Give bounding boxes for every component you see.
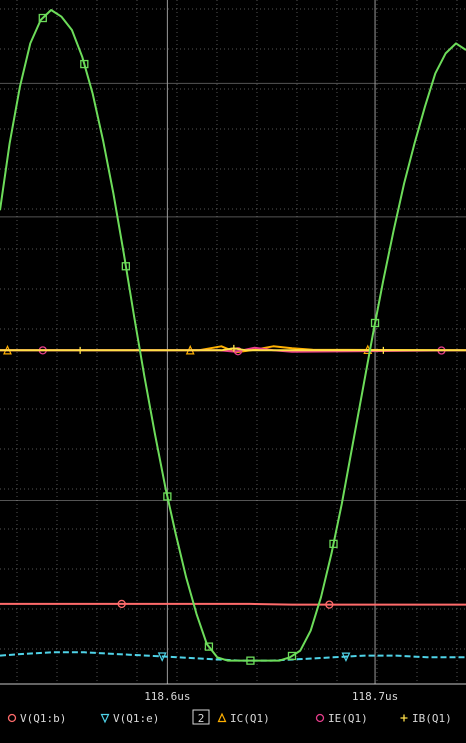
series-marker — [38, 13, 47, 23]
grid-dots — [0, 0, 466, 684]
series-marker — [246, 656, 255, 665]
legend-marker — [217, 712, 227, 723]
legend-label: V(Q1:e) — [113, 712, 159, 725]
legend-marker — [315, 713, 325, 723]
series-marker — [341, 652, 351, 663]
series-marker — [204, 642, 214, 651]
legend-label: IE(Q1) — [328, 712, 368, 725]
legend-item[interactable]: IC(Q1) — [217, 712, 270, 725]
series-layer — [0, 9, 466, 665]
series-marker — [379, 346, 387, 354]
legend-marker — [100, 713, 110, 724]
legend-marker — [7, 713, 17, 723]
series-marker — [233, 347, 243, 356]
series-marker — [157, 652, 167, 662]
series-ib-q1- — [0, 344, 466, 354]
legend-marker — [400, 714, 408, 722]
legend-label: IC(Q1) — [230, 712, 270, 725]
page-indicator-box — [192, 709, 210, 725]
series-marker — [80, 59, 89, 69]
legend-item[interactable]: V(Q1:e) — [100, 712, 160, 725]
x-tick-label: 118.6us — [144, 690, 190, 703]
page-indicator: 2 — [198, 712, 205, 725]
legend-label: V(Q1:b) — [20, 712, 66, 725]
series-marker — [76, 346, 84, 354]
series-marker — [121, 262, 130, 271]
series-marker — [163, 492, 172, 501]
series-v-q1-e- — [0, 651, 466, 663]
series-marker — [329, 539, 338, 549]
x-tick-labels: 118.6us 118.7us — [144, 690, 398, 703]
series-marker — [117, 599, 126, 609]
series-trace-5 — [0, 9, 466, 665]
x-tick-label: 118.7us — [352, 690, 398, 703]
series-marker — [287, 651, 297, 661]
series-marker — [325, 600, 334, 609]
legend-item[interactable]: V(Q1:b) — [7, 712, 67, 725]
legend-label: IB(Q1) — [412, 712, 452, 725]
series-v-q1-b- — [0, 599, 466, 609]
series-line — [0, 602, 466, 606]
legend-item[interactable]: IB(Q1) — [400, 712, 452, 725]
series-marker — [370, 318, 380, 328]
series-marker — [230, 344, 238, 352]
series-line — [0, 9, 466, 662]
legend-item[interactable]: IE(Q1) — [315, 712, 368, 725]
legend[interactable]: V(Q1:b) V(Q1:e) 2 IC(Q1) IE(Q1) IB(Q1) — [7, 709, 452, 725]
series-line — [0, 651, 466, 662]
